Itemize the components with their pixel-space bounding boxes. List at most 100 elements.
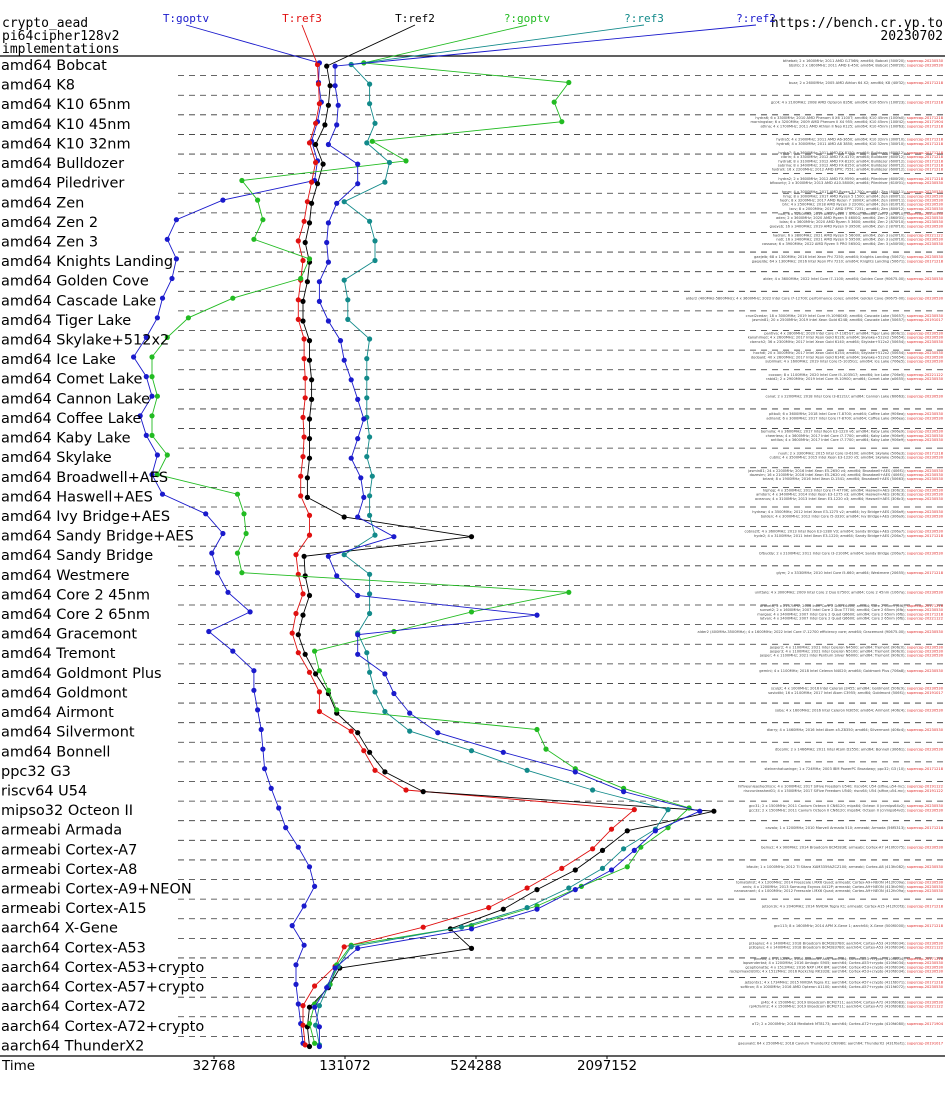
legend-leader-t-ref2: [326, 24, 416, 67]
point-t-ref3-amd64-ice-lake: [301, 356, 307, 362]
point-t-ref3-amd64-kaby-lake: [301, 434, 307, 440]
machine-detail: cruel2cedar; 18 x 3000MHz; 2019 Intel Co…: [746, 314, 944, 318]
point-goptv-amd64-tiger-lake: [185, 315, 191, 321]
machine-detail: gaejelde; 64 x 1300MHz; 2016 Intel Xeon …: [752, 259, 944, 263]
machine-detail: lxcv; 8 x 2000MHz; 2017 AMD EPYC 7251; a…: [789, 207, 943, 211]
point-ref3-amd64-airmont: [382, 708, 388, 715]
point-t-ref2-aarch64-thunderx2: [306, 1043, 313, 1050]
point-ref3-amd64-piledriver: [382, 179, 388, 185]
legend-leader-t-ref3: [301, 24, 318, 65]
header-implementations: implementations: [2, 42, 120, 57]
point-ref3-amd64-silvermont: [407, 728, 413, 734]
point-goptv-amd64-cannon-lake: [154, 393, 160, 399]
machine-detail: aden; 2 x 3600MHz; 2020 AMD Ryzen 5 4600…: [776, 216, 944, 220]
machine-detail: margao; 4 x 2400MHz; 2007 Intel Core 2 Q…: [757, 612, 943, 616]
row-label-amd64-sandy-bridge: amd64 Sandy Bridge: [1, 548, 153, 564]
point-ref2-amd64-zen-2: [325, 220, 331, 226]
legend-layer: T:goptv T:ref3 T:ref2 ?:goptv ?:ref3 ?:ref2: [163, 12, 776, 67]
machine-detail: hydra2; 2 x 3600MHz; 2012 AMD FX-9590; a…: [778, 177, 943, 181]
point-ref2-amd64-sandy-bridge-aes: [391, 534, 397, 540]
point-t-ref3-mipso32-octeon-ii: [631, 807, 637, 813]
machine-detail: hyde2; 4 x 3100MHz; 2011 Intel Xeon E3-1…: [754, 534, 944, 538]
row-label-amd64-k10-65nm: amd64 K10 65nm: [1, 97, 131, 113]
point-ref2-amd64-westmere: [334, 573, 340, 579]
point-t-goptv-amd64-coffee-lake: [137, 413, 143, 419]
row-label-aarch64-cortex-a57-crypto: aarch64 Cortex-A57+crypto: [1, 980, 204, 996]
point-ref2-amd64-k8: [332, 83, 338, 89]
point-t-ref2-amd64-tremont: [302, 651, 308, 657]
row-label-aarch64-cortex-a72-crypto: aarch64 Cortex-A72+crypto: [1, 1019, 204, 1035]
row-label-amd64-ivy-bridge-aes: amd64 Ivy Bridge+AES: [1, 509, 170, 525]
point-t-ref2-amd64-gracemont: [295, 632, 301, 638]
point-t-ref3-amd64-bulldozer: [313, 159, 319, 166]
row-label-amd64-sandy-bridge-aes: amd64 Sandy Bridge+AES: [1, 529, 194, 545]
point-ref2-amd64-tiger-lake: [325, 318, 331, 324]
machine-detail: hochdi; 20 x 3000MHz; 2017 Intel Xeon Go…: [753, 351, 943, 355]
point-goptv-aarch64-thunderx2: [312, 1040, 318, 1046]
point-goptv-amd64-sandy-bridge-aes: [243, 530, 249, 537]
point-t-ref3-amd64-k10-45nm: [313, 120, 319, 126]
point-t-goptv-amd64-comet-lake: [143, 374, 149, 380]
point-ref2-aarch64-cortex-a53: [355, 945, 361, 952]
point-t-ref3-amd64-k8: [315, 81, 322, 87]
row-label-amd64-goldmont-plus: amd64 Goldmont Plus: [1, 666, 162, 682]
row-label-amd64-zen-2: amd64 Zen 2: [1, 215, 98, 231]
row-label-amd64-gracemont: amd64 Gracemont: [1, 627, 137, 643]
point-t-ref3-aarch64-cortex-a72-crypto: [300, 1022, 306, 1028]
point-ref3-armeabi-cortex-a15: [524, 905, 530, 911]
machine-detail: antilos; 4 x 3600MHz; 2017 Intel Core i7…: [771, 438, 944, 442]
point-t-ref2-aarch64-cortex-a53: [468, 945, 475, 952]
point-goptv-amd64-zen: [255, 197, 261, 203]
machine-detail: gueyeb; 16 x 3400MHz; 2019 AMD Ryzen 9 3…: [770, 224, 944, 228]
point-t-ref2-amd64-bonnell: [367, 749, 373, 755]
machine-detail: gaejelb; 68 x 1300MHz; 2016 Intel Xeon P…: [754, 255, 944, 259]
point-ref2-aarch64-cortex-a72: [312, 1004, 318, 1010]
row-label-amd64-cannon-lake: amd64 Cannon Lake: [1, 391, 150, 407]
point-t-ref2-armeabi-cortex-a7: [599, 847, 606, 854]
machine-detail: bthebat; 2 x 1600MHz; 2011 AMD G-T56N; a…: [783, 59, 944, 63]
machine-detail: heoh; 8 x 3200MHz; 2017 AMD Ryzen 7 1800…: [780, 198, 944, 202]
row-label-amd64-airmont: amd64 Airmont: [1, 705, 114, 721]
machine-detail: gcc4; 4 x 2100MHz; 2008 AMD Opteron 8356…: [771, 100, 944, 104]
point-t-ref3-armeabi-cortex-a7: [590, 846, 596, 852]
point-t-goptv-armeabi-armada: [283, 825, 289, 831]
point-t-ref3-amd64-airmont: [316, 708, 322, 715]
row-label-aarch64-x-gene: aarch64 X-Gene: [1, 921, 118, 937]
legend-label-goptv: ?:goptv: [504, 12, 551, 25]
header-crypto-aead: crypto_aead: [2, 16, 89, 31]
point-t-ref3-amd64-sandy-bridge-aes: [306, 532, 313, 538]
point-ref3-amd64-westmere: [367, 571, 373, 577]
point-t-ref2-armeabi-cortex-a8: [572, 867, 578, 873]
point-t-goptv-amd64-goldmont: [251, 687, 257, 693]
point-t-ref3-armeabi-cortex-a15: [486, 905, 492, 911]
machine-detail: jasper2; 4 x 1100MHz; 2021 Intel Celeron…: [769, 645, 944, 649]
point-t-ref3-amd64-coffee-lake: [300, 414, 306, 420]
row-label-amd64-silvermont: amd64 Silvermont: [1, 725, 135, 741]
point-t-goptv-riscv64-u54: [268, 785, 274, 792]
point-t-ref3-aarch64-cortex-a57-crypto: [312, 983, 318, 989]
machine-detail: rpi4cfarm2; 4 x 1500MHz; 2019 Broadcom B…: [749, 1005, 943, 1009]
machine-detail: gcc32; 2 x 1500MHz; 2011 Cavium Octeon I…: [749, 808, 944, 812]
point-ref2-amd64-zen-3: [324, 239, 330, 246]
point-t-goptv-amd64-zen-2: [173, 217, 179, 223]
point-ref2-amd64-k10-65nm: [335, 102, 341, 108]
point-ref3-amd64-k10-45nm: [372, 120, 378, 126]
machine-detail: glym; 2 x 3330MHz; 2010 Intel Core i5-66…: [776, 571, 943, 575]
point-ref3-amd64-tremont: [364, 650, 370, 656]
point-t-goptv-amd64-broadwell-aes: [149, 472, 155, 478]
header-date: 20230702: [880, 29, 943, 44]
point-goptv-armeabi-cortex-a8: [624, 864, 630, 870]
point-t-ref2-mipso32-octeon-ii: [711, 808, 717, 814]
point-goptv-amd64-cascade-lake: [230, 295, 236, 301]
point-t-ref3-amd64-zen: [304, 199, 310, 205]
machine-detail: hydra9; 16 x 2200MHz; 2012 AMD EPYC 7551…: [772, 168, 944, 172]
row-label-mipso32-octeon-ii: mipso32 Octeon II: [1, 803, 133, 819]
point-t-ref3-armeabi-armada: [608, 826, 615, 832]
point-ref2-aarch64-x-gene: [468, 926, 475, 932]
point-t-ref2-amd64-sandy-bridge: [301, 553, 307, 559]
machine-detail: diarry; 4 x 1460MHz; 2016 Intel Atom x5-…: [767, 728, 944, 732]
machine-detail: nanavanant; 4 x 1000MHz; 2012 Freescale …: [734, 889, 944, 893]
header-site-url[interactable]: https://bench.cr.yp.to: [770, 16, 943, 31]
machine-detail: amdorn; 4 x 3400MHz; 2014 Intel Xeon E3-…: [756, 493, 944, 497]
